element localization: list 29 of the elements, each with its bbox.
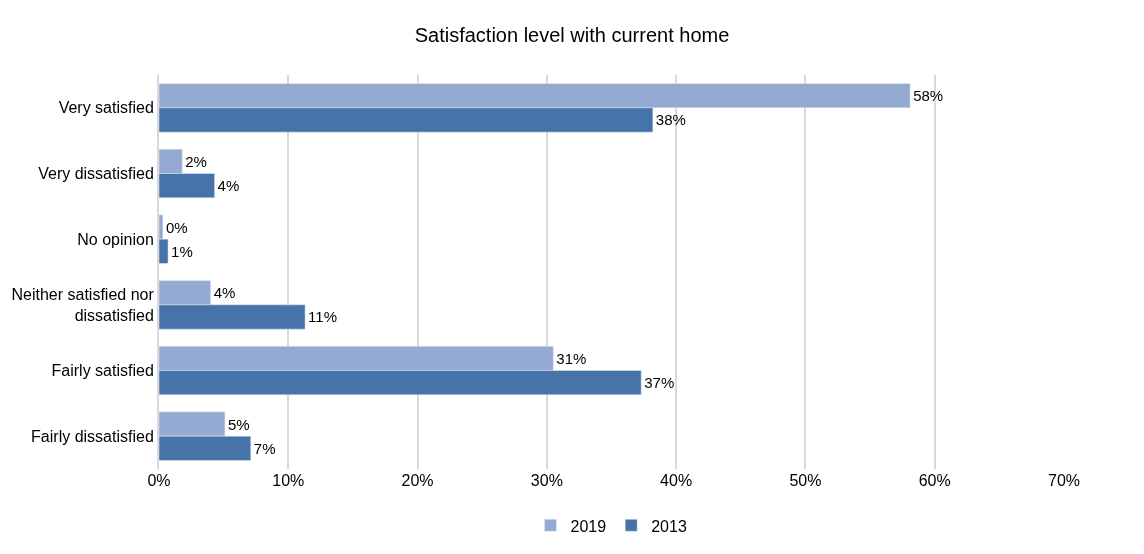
x-tick-label: 50% xyxy=(789,472,822,489)
y-tick-label: Fairly satisfied xyxy=(51,362,154,380)
data-label: 58% xyxy=(913,87,944,105)
legend-label: 2013 xyxy=(651,517,687,535)
x-tick-label: 20% xyxy=(401,472,434,489)
data-label: 31% xyxy=(556,349,587,367)
legend-label: 2019 xyxy=(570,517,607,535)
data-label: 2% xyxy=(185,152,207,170)
data-label: 37% xyxy=(644,374,675,392)
x-tick-label: 40% xyxy=(660,472,693,489)
x-tick-label: 0% xyxy=(147,472,171,489)
y-tick-label: Very satisfied xyxy=(58,99,154,117)
data-label: 4% xyxy=(217,177,240,195)
chart-title: Satisfaction level with current home xyxy=(414,23,730,46)
data-label: 0% xyxy=(165,218,188,236)
y-tick-label: Fairly dissatisfied xyxy=(31,427,154,445)
y-tick-label: Very dissatisfied xyxy=(38,165,154,183)
data-label: 1% xyxy=(171,242,193,260)
y-tick-label: No opinion xyxy=(77,230,154,248)
x-tick-label: 70% xyxy=(1047,472,1081,489)
data-label: 5% xyxy=(227,415,250,433)
data-label: 4% xyxy=(213,284,236,302)
y-tick-label: Neither satisfied nor dissatisfied xyxy=(11,286,155,324)
x-tick-label: 60% xyxy=(918,472,951,489)
x-tick-label: 30% xyxy=(530,472,563,489)
x-tick-label: 10% xyxy=(272,472,305,489)
data-label: 11% xyxy=(308,308,338,326)
data-label: 38% xyxy=(655,111,686,129)
data-label: 7% xyxy=(253,439,276,457)
